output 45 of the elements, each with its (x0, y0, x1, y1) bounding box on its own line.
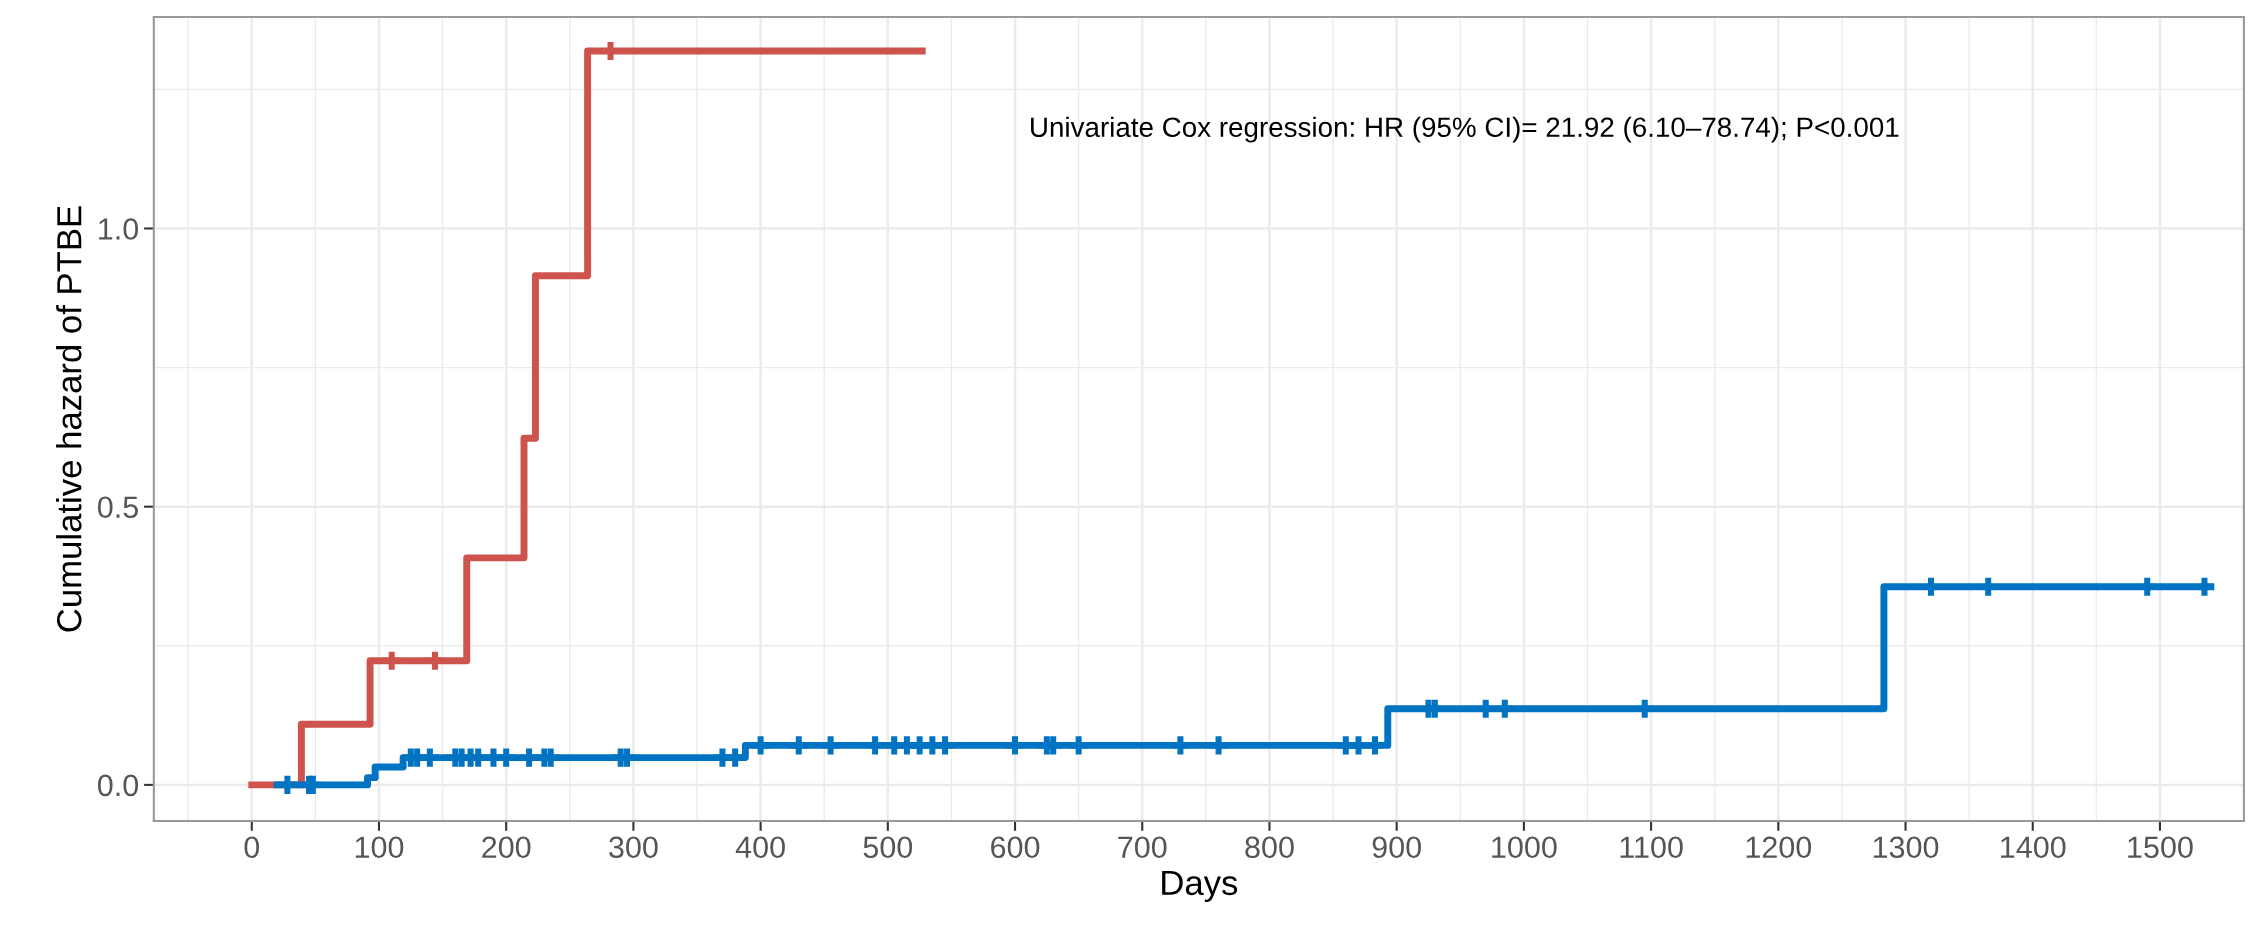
point (1209, 736, 1228, 755)
point (1069, 736, 1088, 755)
point (1349, 736, 1368, 755)
point (420, 748, 439, 767)
point (2138, 577, 2157, 596)
x-tick-label: 0 (244, 836, 260, 859)
annotation: Univariate Cox regression: HR (95% CI)= 21.92 (6.10–78.74); P<0.001 (1031, 116, 1899, 143)
point (866, 736, 885, 755)
x-tick-label: 1000 (1492, 836, 1557, 859)
point (425, 651, 444, 670)
point (1476, 699, 1495, 718)
point (1635, 699, 1654, 718)
x-tick-label: 300 (609, 836, 658, 859)
y-tick-label: 1.0 (99, 218, 139, 240)
point (497, 748, 516, 767)
x-tick-label: 400 (735, 836, 785, 859)
point (1366, 736, 1385, 755)
y-axis-title: Cumulative hazard of PTBE (56, 206, 82, 632)
x-tick-label: 800 (1245, 836, 1294, 859)
point (789, 736, 808, 755)
point (2195, 577, 2214, 596)
x-axis-title: Days (1162, 870, 1238, 903)
x-tick-label: 1500 (2128, 836, 2193, 859)
point (1979, 577, 1998, 596)
point (1495, 699, 1514, 718)
x-tick-label: 500 (863, 836, 913, 859)
point (278, 775, 297, 794)
x-tick-label: 100 (355, 836, 404, 859)
x-tick-label: 1100 (1620, 836, 1683, 859)
x-tick-label: 1400 (2001, 836, 2066, 859)
point (751, 736, 770, 755)
x-tick-label: 600 (991, 836, 1040, 859)
x-tick-label: 1300 (1873, 836, 1939, 859)
x-tick-label: 200 (482, 836, 531, 859)
y-tick-label: 0.5 (97, 496, 138, 519)
y-tick-label: 0.0 (97, 774, 139, 797)
x-tick-label: 900 (1372, 836, 1421, 859)
point (1006, 736, 1025, 755)
point (382, 651, 401, 670)
x-tick-label: 700 (1118, 836, 1167, 859)
point (1921, 577, 1940, 596)
x-tick-label: 1200 (1746, 836, 1812, 859)
point (1171, 736, 1190, 755)
point (821, 736, 840, 755)
point (936, 736, 955, 755)
